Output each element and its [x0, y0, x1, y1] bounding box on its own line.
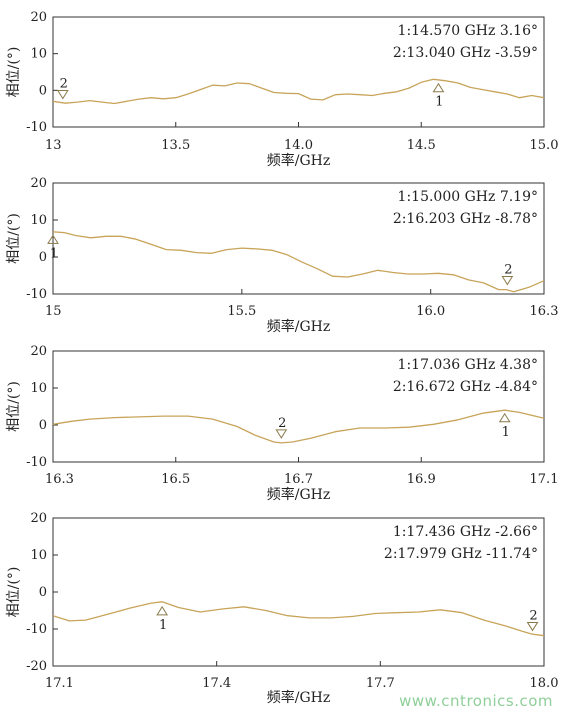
- y-tick-label: 20: [30, 344, 47, 359]
- marker-triangle-2: [275, 429, 288, 439]
- y-tick-label: -10: [26, 622, 47, 637]
- x-axis-label: 频率/GHz: [267, 689, 331, 706]
- y-tick-label: 0: [39, 418, 47, 433]
- x-axis-label: 频率/GHz: [267, 318, 331, 335]
- marker-readout-2: 2:13.040 GHz -3.59°: [393, 45, 538, 61]
- y-tick-label: 0: [39, 83, 47, 98]
- y-tick-label: -10: [26, 455, 47, 470]
- marker-triangle-1: [156, 605, 169, 616]
- marker-readout-2: 2:17.979 GHz -11.74°: [384, 546, 538, 562]
- x-tick-label: 16.5: [161, 472, 190, 487]
- y-tick-label: 20: [30, 511, 47, 526]
- marker-triangle-2: [501, 275, 514, 286]
- x-tick-label: 15.0: [530, 138, 559, 153]
- phase-curve-series: [52, 78, 545, 105]
- marker-label-2: 2: [504, 262, 512, 277]
- y-axis-label: 相位/(°): [6, 381, 22, 432]
- marker-label-1: 1: [435, 95, 443, 110]
- x-axis-label: 频率/GHz: [267, 152, 331, 169]
- x-tick-label: 15: [45, 304, 62, 319]
- y-tick-label: 0: [39, 585, 47, 600]
- chart-panel-1: -10 0 10 20 13 13.5 14.0 14.5 15.0 频率/GHz 相位/(°) 1 2…: [6, 10, 558, 169]
- x-tick-label: 14.5: [407, 138, 436, 153]
- x-axis-label: 频率/GHz: [267, 486, 331, 503]
- plot-frame: [52, 182, 545, 295]
- marker-triangle-1: [47, 234, 59, 244]
- watermark-text: www.cntronics.com: [399, 692, 553, 710]
- x-tick-label: 13.5: [161, 138, 190, 153]
- phase-curve-series: [52, 601, 545, 637]
- marker-triangle-1: [432, 82, 445, 93]
- x-tick-label: 13: [45, 138, 62, 153]
- y-tick-label: 10: [30, 213, 47, 228]
- x-tick-label: 16.3: [530, 304, 559, 319]
- marker-label-2: 2: [529, 608, 537, 623]
- x-tick-label: 16.7: [284, 472, 313, 487]
- chart-panel-3: -10 0 10 20 16.3 16.5 16.7 16.9 17.1 频率/GHz 相位/(°)…: [6, 344, 558, 503]
- chart-panel-2: -10 0 10 20 15 15.5 16.0 16.3 频率/GHz 相位/(°) 1 2 1:15…: [6, 176, 558, 335]
- y-axis-label: 相位/(°): [6, 47, 22, 98]
- y-tick-label: 20: [30, 176, 47, 191]
- marker-readout-1: 1:17.036 GHz 4.38°: [398, 357, 538, 373]
- y-axis-label: 相位/(°): [6, 567, 22, 618]
- marker-triangle-2: [56, 89, 69, 100]
- y-axis-label: 相位/(°): [6, 213, 22, 264]
- y-tick-label: 0: [39, 250, 47, 265]
- plot-frame: [52, 517, 545, 667]
- x-tick-label: 17.7: [366, 676, 395, 691]
- marker-label-2: 2: [278, 416, 286, 431]
- marker-triangle-1: [498, 412, 511, 423]
- marker-readout-1: 1:15.000 GHz 7.19°: [398, 189, 538, 205]
- marker-label-1: 1: [50, 246, 58, 261]
- phase-curve-series: [52, 231, 545, 293]
- y-tick-label: -20: [26, 659, 47, 674]
- y-tick-label: 10: [30, 47, 47, 62]
- x-tick-label: 14.0: [284, 138, 313, 153]
- marker-label-1: 1: [502, 425, 510, 440]
- y-tick-label: 20: [30, 10, 47, 25]
- marker-readout-2: 2:16.672 GHz -4.84°: [393, 379, 538, 395]
- marker-readout-1: 1:17.436 GHz -2.66°: [393, 524, 538, 540]
- x-tick-label: 16.0: [416, 304, 445, 319]
- x-tick-label: 17.1: [45, 676, 74, 691]
- y-tick-label: -10: [26, 120, 47, 135]
- y-tick-label: 10: [30, 548, 47, 563]
- y-tick-label: -10: [26, 287, 47, 302]
- marker-label-2: 2: [60, 76, 68, 91]
- phase-curve-series: [52, 409, 545, 444]
- marker-readout-2: 2:16.203 GHz -8.78°: [393, 211, 538, 227]
- x-tick-label: 16.3: [45, 472, 74, 487]
- marker-readout-1: 1:14.570 GHz 3.16°: [398, 23, 538, 39]
- x-tick-label: 15.5: [227, 304, 256, 319]
- chart-panel-4: -20 -10 0 10 20 17.1 17.4 17.7 18.0 频率/GHz 相位/(°) 1…: [6, 511, 558, 706]
- marker-triangle-2: [526, 621, 539, 632]
- x-tick-label: 17.4: [202, 676, 231, 691]
- marker-label-1: 1: [159, 618, 167, 633]
- x-tick-label: 17.1: [530, 472, 559, 487]
- x-tick-label: 18.0: [530, 676, 559, 691]
- x-tick-label: 16.9: [407, 472, 436, 487]
- y-tick-label: 10: [30, 381, 47, 396]
